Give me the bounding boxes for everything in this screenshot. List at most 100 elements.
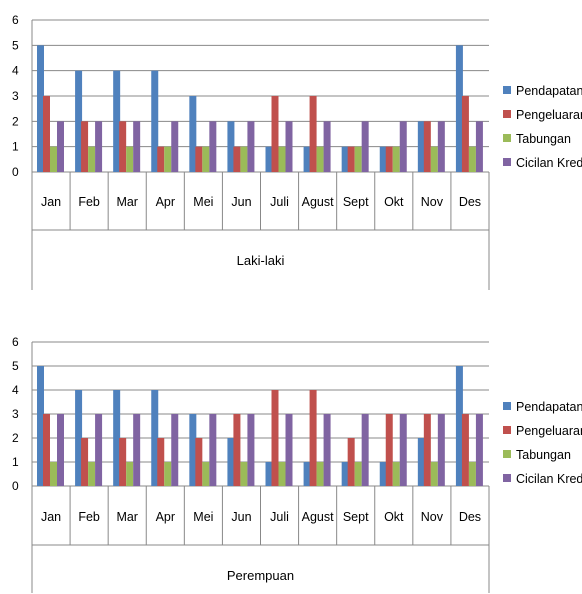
bar-pengeluaran [81,121,89,172]
bar-pengeluaran [43,96,50,172]
bar-tabungan [278,462,286,486]
bar-tabungan [430,146,438,172]
chart-perempuan: 0 1 2 3 4 5 6 Jan Feb Mar Apr Mei Jun Juli Agust Sept Ok… [12,335,582,593]
bar-cicilan-kredit [57,414,64,486]
legend: Pendapatan Pengeluaran Tabungan Cicilan Kre… [503,84,582,170]
legend-label: Tabungan [516,132,571,146]
bar-pendapatan [455,366,463,486]
legend-swatch [503,158,511,166]
y-tick-label: 0 [12,165,19,179]
bar-pengeluaran [271,390,279,486]
bar-pendapatan [265,462,273,486]
legend-label: Pendapatan [516,400,582,414]
bar-cicilan-kredit [285,121,293,172]
legend-swatch [503,402,511,410]
category-label: Apr [156,510,175,524]
bar-pengeluaran [43,414,50,486]
bar-pendapatan [75,390,83,486]
y-tick-label: 5 [12,359,19,373]
bar-pengeluaran [81,438,89,486]
bar-pengeluaran [195,146,203,172]
bar-pendapatan [417,438,425,486]
category-label: Juli [270,510,289,524]
bar-pengeluaran [309,390,317,486]
bar-pengeluaran [347,146,355,172]
category-label: Okt [384,195,404,209]
category-label: Apr [156,195,175,209]
legend-swatch [503,426,511,434]
bar-pengeluaran [385,146,393,172]
legend-label: Cicilan Kredit [516,156,582,170]
bar-tabungan [50,462,57,486]
category-label: Mar [116,510,138,524]
category-label: Jun [231,510,251,524]
bar-cicilan-kredit [475,121,483,172]
bar-pengeluaran [119,438,127,486]
bar-pengeluaran [233,146,241,172]
bar-cicilan-kredit [57,121,64,172]
bar-pengeluaran [157,438,165,486]
bar-cicilan-kredit [133,414,141,486]
bar-pengeluaran [157,146,165,172]
bar-cicilan-kredit [285,414,293,486]
bar-pendapatan [37,45,44,173]
bar-pengeluaran [385,414,393,486]
bar-tabungan [50,146,57,172]
bar-tabungan [88,146,96,172]
bar-cicilan-kredit [133,121,141,172]
bar-pengeluaran [423,414,431,486]
bar-pendapatan [379,462,387,486]
bar-tabungan [278,146,286,172]
bar-cicilan-kredit [323,121,331,172]
chart-laki-laki: 0 1 2 3 4 5 6 Jan Feb Mar Apr Mei Jun Juli Agust Sept Ok… [12,13,582,290]
bar-tabungan [164,462,172,486]
bar-cicilan-kredit [399,121,407,172]
bar-tabungan [430,462,438,486]
bar-cicilan-kredit [209,414,217,486]
category-label: Jan [41,195,61,209]
y-tick-label: 4 [12,64,19,78]
category-label: Nov [421,195,444,209]
bar-tabungan [316,146,324,172]
legend-label: Pengeluaran [516,108,582,122]
category-label: Feb [78,195,100,209]
bar-pengeluaran [119,121,127,172]
bar-cicilan-kredit [247,414,255,486]
bar-cicilan-kredit [171,414,179,486]
bar-tabungan [240,462,248,486]
y-tick-label: 3 [12,89,19,103]
bar-tabungan [126,146,134,172]
bar-cicilan-kredit [361,121,369,172]
bar-tabungan [468,462,476,486]
bar-pendapatan [113,70,121,172]
bar-pengeluaran [271,96,279,172]
bar-pendapatan [227,438,235,486]
y-tick-label: 6 [12,13,19,27]
bar-pendapatan [189,414,197,486]
bar-pendapatan [37,366,44,486]
y-tick-label: 1 [12,140,19,154]
bar-tabungan [392,146,400,172]
legend: Pendapatan Pengeluaran Tabungan Cicilan Kre… [503,400,582,486]
legend-label: Tabungan [516,448,571,462]
bar-tabungan [88,462,96,486]
category-label: Okt [384,510,404,524]
y-tick-label: 6 [12,335,19,349]
category-label: Sept [343,195,369,209]
bar-cicilan-kredit [247,121,255,172]
bar-tabungan [202,146,210,172]
category-label: Mei [193,510,213,524]
category-label: Jun [231,195,251,209]
y-tick-label: 2 [12,431,19,445]
bar-pendapatan [455,45,463,173]
bar-pendapatan [417,121,425,172]
y-tick-label: 0 [12,479,19,493]
category-label: Feb [78,510,100,524]
bar-tabungan [354,146,362,172]
bar-tabungan [392,462,400,486]
bar-pendapatan [227,121,235,172]
group-label: Laki-laki [237,253,285,268]
legend-swatch [503,474,511,482]
category-label: Agust [302,195,334,209]
